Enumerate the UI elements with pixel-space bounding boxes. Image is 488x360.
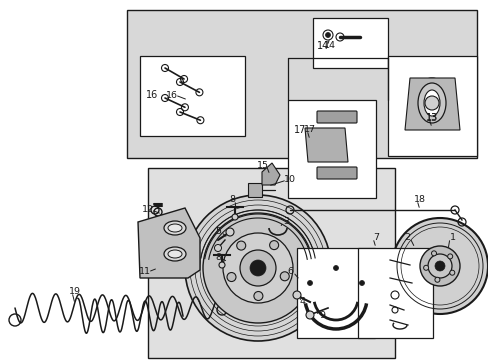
- Text: 18: 18: [413, 195, 425, 204]
- Text: 2: 2: [403, 234, 409, 243]
- Circle shape: [249, 260, 265, 276]
- Circle shape: [419, 246, 459, 286]
- Text: 19: 19: [69, 288, 81, 297]
- Circle shape: [269, 240, 278, 249]
- Circle shape: [447, 254, 452, 259]
- FancyBboxPatch shape: [316, 111, 356, 123]
- Circle shape: [231, 214, 238, 220]
- Text: 13: 13: [425, 113, 437, 123]
- Text: 16: 16: [165, 90, 178, 99]
- Circle shape: [240, 250, 275, 286]
- Circle shape: [219, 262, 224, 268]
- Polygon shape: [138, 208, 200, 278]
- Circle shape: [292, 291, 301, 299]
- Ellipse shape: [417, 83, 445, 123]
- Circle shape: [226, 273, 236, 282]
- Text: 14: 14: [324, 41, 335, 50]
- Text: 12: 12: [142, 206, 154, 215]
- Text: 16: 16: [145, 90, 158, 100]
- Text: 17: 17: [293, 125, 305, 135]
- Circle shape: [280, 272, 289, 281]
- FancyBboxPatch shape: [316, 167, 356, 179]
- Circle shape: [430, 251, 436, 256]
- Circle shape: [427, 254, 451, 278]
- Polygon shape: [305, 128, 347, 162]
- Circle shape: [203, 213, 312, 323]
- Bar: [127, 10, 476, 158]
- Ellipse shape: [163, 247, 185, 261]
- Text: 6: 6: [286, 267, 292, 276]
- Polygon shape: [262, 163, 280, 185]
- Circle shape: [184, 195, 330, 341]
- Text: 5: 5: [215, 228, 221, 237]
- Bar: [312, 18, 387, 68]
- Text: 15: 15: [257, 161, 268, 170]
- Bar: [287, 100, 375, 198]
- Circle shape: [223, 233, 292, 303]
- Circle shape: [434, 277, 439, 282]
- Bar: [357, 248, 432, 338]
- Text: 11: 11: [139, 267, 151, 276]
- Text: 4: 4: [298, 297, 305, 306]
- Text: 10: 10: [284, 175, 295, 184]
- Ellipse shape: [163, 221, 185, 235]
- Text: 3: 3: [283, 217, 288, 226]
- Ellipse shape: [412, 78, 450, 128]
- Circle shape: [307, 280, 312, 285]
- Text: 14: 14: [316, 41, 328, 51]
- Bar: [140, 56, 244, 136]
- Circle shape: [333, 266, 338, 270]
- Circle shape: [225, 228, 234, 236]
- Circle shape: [253, 292, 263, 301]
- Text: 1: 1: [449, 234, 455, 243]
- Circle shape: [214, 244, 221, 252]
- Circle shape: [434, 261, 444, 271]
- Polygon shape: [247, 183, 262, 197]
- Circle shape: [305, 311, 313, 319]
- Circle shape: [449, 270, 454, 275]
- Circle shape: [325, 32, 330, 37]
- Circle shape: [236, 241, 245, 250]
- Text: 8: 8: [215, 253, 221, 262]
- Ellipse shape: [168, 250, 182, 258]
- Circle shape: [424, 96, 438, 110]
- Bar: [387, 56, 476, 156]
- Text: 8: 8: [228, 195, 235, 204]
- Text: 7: 7: [372, 234, 378, 243]
- Text: 13: 13: [425, 113, 437, 122]
- Circle shape: [391, 218, 487, 314]
- Ellipse shape: [423, 90, 439, 116]
- Circle shape: [359, 280, 364, 285]
- Ellipse shape: [168, 224, 182, 232]
- Circle shape: [423, 265, 428, 270]
- Polygon shape: [404, 78, 459, 130]
- Text: 9: 9: [318, 311, 325, 320]
- Polygon shape: [148, 168, 394, 358]
- Text: 17: 17: [304, 126, 315, 135]
- Ellipse shape: [419, 85, 443, 121]
- Bar: [296, 248, 374, 338]
